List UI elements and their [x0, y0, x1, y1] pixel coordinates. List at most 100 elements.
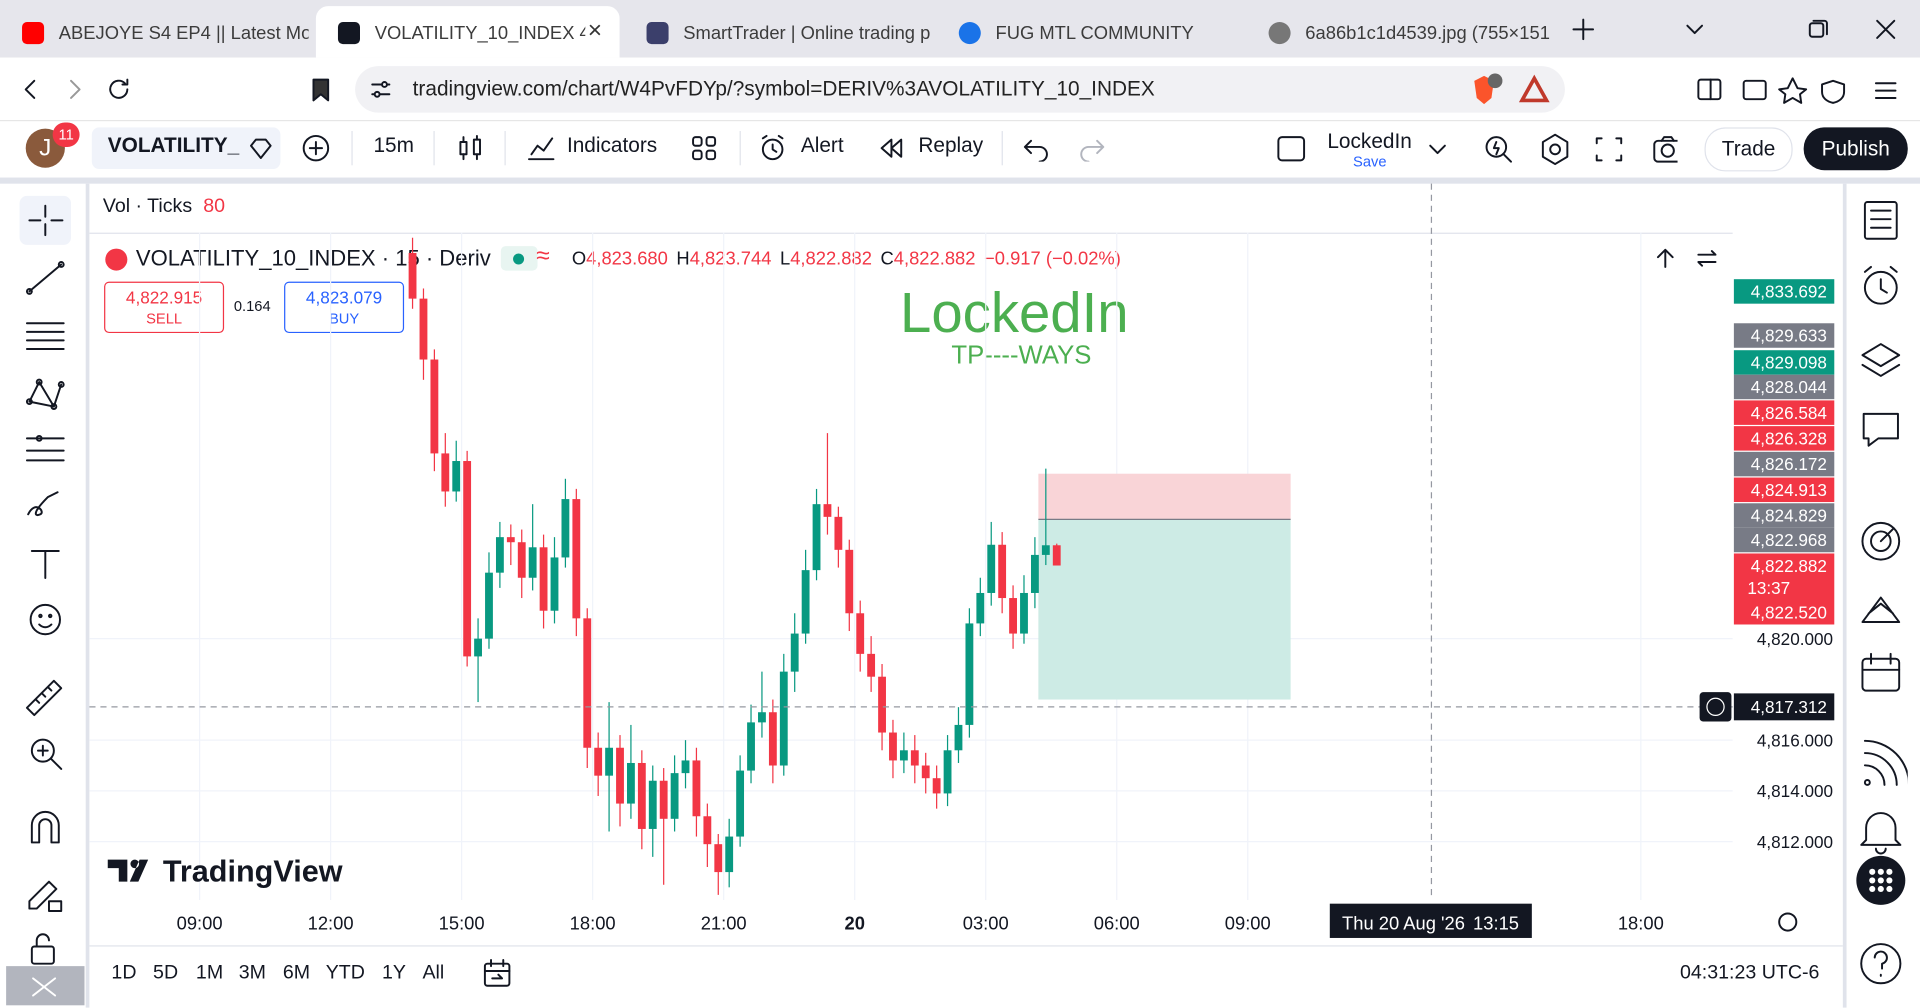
go-to-date[interactable] — [481, 958, 513, 990]
tab[interactable]: VOLATILITY_10_INDEX 4,8 — [316, 10, 585, 57]
range[interactable]: 1M — [195, 962, 224, 984]
chart-buttons[interactable] — [1648, 242, 1729, 274]
reload[interactable] — [105, 76, 132, 103]
crosshair-plus — [1706, 697, 1725, 717]
price-badge — [1733, 503, 1835, 528]
alert[interactable]: Alert — [800, 133, 844, 157]
separator — [739, 131, 741, 166]
legend-key: O — [571, 248, 587, 270]
candle-body — [856, 613, 865, 654]
browser-actions[interactable] — [1695, 76, 1915, 105]
save[interactable]: Save — [1353, 153, 1387, 171]
tab-icon — [1268, 22, 1291, 45]
buy-label: BUY — [328, 309, 360, 327]
candle-body — [659, 780, 668, 819]
candle-body — [998, 544, 1007, 599]
range[interactable]: 3M — [238, 962, 267, 984]
candle-body — [572, 499, 581, 619]
tab[interactable]: ABEJOYE S4 EP4 || Latest Mou — [0, 10, 309, 57]
candle-body — [452, 461, 461, 492]
candle-body — [681, 760, 690, 774]
interval[interactable]: 15m — [373, 133, 414, 157]
price-badge — [1733, 451, 1835, 477]
replay-icon[interactable] — [877, 133, 906, 162]
tab-search[interactable] — [1682, 17, 1706, 41]
candle-body — [506, 537, 515, 543]
tab[interactable]: 6a86b1c1d4539.jpg (755×151 — [1247, 10, 1559, 57]
drawing-toolbar[interactable] — [17, 193, 76, 1001]
symbol: VOLATILITY_ — [107, 133, 240, 157]
candle-body — [954, 724, 963, 751]
price-badge — [1733, 527, 1835, 553]
trade-button[interactable]: Trade — [1704, 127, 1793, 172]
crosshair-price-badge — [1733, 693, 1835, 721]
watermark: LockedIn — [900, 280, 1129, 345]
legend-value: 4,823.680 — [586, 248, 668, 270]
candle-body — [1041, 545, 1050, 555]
legend-symbol: VOLATILITY_10_INDEX · 15 · Deriv — [135, 246, 491, 271]
undo[interactable] — [1021, 135, 1050, 162]
range[interactable]: 6M — [282, 962, 311, 984]
toolbar-icons[interactable] — [1482, 132, 1678, 166]
candle-body — [725, 836, 734, 873]
tab[interactable]: FUG MTL COMMUNITY — [937, 10, 1249, 57]
price-badge-countdown: 13:37 — [1747, 578, 1790, 598]
clock[interactable]: 04:31:23 UTC-6 — [1680, 962, 1820, 984]
bookmark[interactable] — [309, 76, 333, 103]
price-badge — [1733, 323, 1835, 348]
candle-body — [878, 676, 886, 733]
brave-icons[interactable] — [1469, 73, 1550, 107]
price-badge-label: 4,826.584 — [1751, 403, 1828, 423]
site-info[interactable] — [367, 76, 394, 103]
crosshair-date: Thu 20 Aug '26 — [1342, 912, 1465, 933]
chart-style[interactable] — [456, 133, 485, 162]
tab-title: ABEJOYE S4 EP4 || Latest Mou — [58, 22, 309, 44]
close-window[interactable] — [1873, 17, 1897, 41]
redo[interactable] — [1078, 135, 1107, 162]
address-bar[interactable] — [355, 66, 1565, 113]
range[interactable]: 1Y — [382, 962, 407, 984]
replay[interactable]: Replay — [918, 133, 984, 157]
indicators-icon[interactable] — [525, 133, 557, 162]
back[interactable] — [17, 76, 44, 103]
range[interactable]: All — [422, 962, 445, 984]
sell-button[interactable]: 4,822.915 SELL — [104, 281, 225, 334]
legend-value: 4,822.882 — [893, 248, 976, 270]
compare[interactable] — [301, 133, 330, 162]
layout-menu[interactable] — [1427, 137, 1449, 159]
buy-button[interactable]: 4,823.079 BUY — [284, 281, 405, 334]
candle-body — [976, 592, 985, 624]
candle-body — [834, 516, 843, 550]
tab-icon — [22, 22, 45, 45]
x-tick-label: 21:00 — [701, 912, 747, 933]
y-tick-label: 4,816.000 — [1757, 730, 1833, 750]
alert-icon[interactable] — [758, 132, 790, 164]
forward[interactable] — [61, 76, 88, 103]
indicators[interactable]: Indicators — [566, 133, 658, 157]
pane-separator — [89, 232, 1733, 234]
tab[interactable]: SmartTrader | Online trading p — [624, 10, 936, 57]
publish-button[interactable]: Publish — [1803, 127, 1908, 171]
templates[interactable] — [689, 133, 718, 162]
right-sidebar[interactable] — [1856, 196, 1908, 992]
range[interactable]: 5D — [153, 962, 179, 984]
new-tab[interactable] — [1570, 16, 1597, 43]
legend-key: H — [676, 248, 690, 270]
layout-icon[interactable] — [1276, 133, 1308, 165]
symbol-icon[interactable] — [247, 136, 274, 163]
separator — [351, 131, 353, 166]
tab-close[interactable]: × — [587, 17, 603, 45]
x-tick-label: 09:00 — [177, 912, 223, 933]
range[interactable]: YTD — [325, 962, 365, 984]
symbol-search[interactable] — [91, 127, 281, 169]
trash-icon[interactable] — [29, 975, 61, 1002]
range[interactable]: 1D — [111, 962, 137, 984]
layout-name[interactable]: LockedIn — [1327, 129, 1412, 154]
x-tick-label: 12:00 — [308, 912, 354, 933]
restore[interactable] — [1805, 17, 1829, 41]
tab-icon — [646, 22, 669, 45]
candle-body — [528, 547, 537, 578]
price-badge-label: 4,824.913 — [1751, 480, 1827, 500]
